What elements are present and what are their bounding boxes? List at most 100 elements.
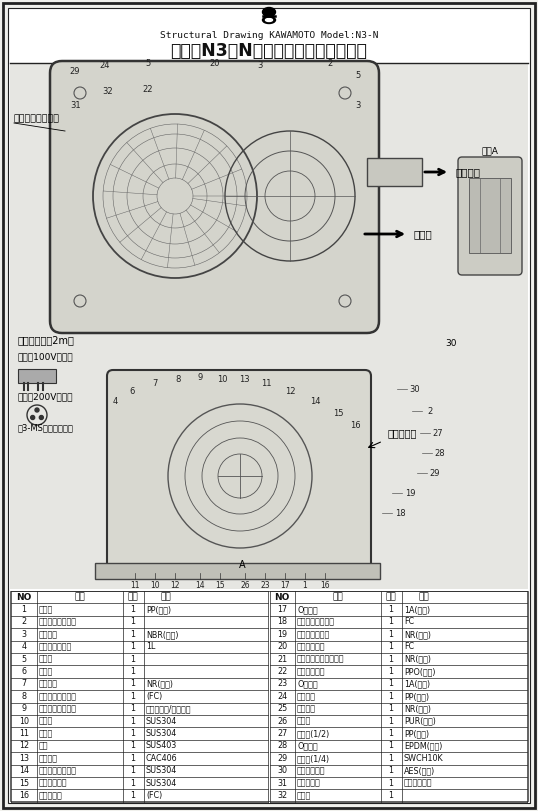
- Bar: [95, 563, 380, 579]
- Text: 数量: 数量: [128, 593, 138, 602]
- Text: 30: 30: [445, 339, 457, 348]
- Text: 1: 1: [388, 630, 393, 639]
- Text: アキュムレータ: アキュムレータ: [39, 642, 72, 651]
- Text: 1: 1: [388, 704, 393, 714]
- Text: Structural Drawing KAWAMOTO Model:N3-N: Structural Drawing KAWAMOTO Model:N3-N: [160, 32, 378, 41]
- Text: SUS304: SUS304: [146, 729, 177, 738]
- Text: 11: 11: [130, 581, 140, 590]
- Text: 13: 13: [19, 754, 29, 763]
- Text: 5: 5: [145, 58, 151, 67]
- Text: SUS304: SUS304: [146, 766, 177, 775]
- Text: 1: 1: [131, 617, 136, 627]
- Text: 1L: 1L: [146, 642, 155, 651]
- Text: NR(ゴム): NR(ゴム): [404, 654, 431, 663]
- Text: 1: 1: [302, 581, 307, 590]
- Text: ＜単相100V仕様＞: ＜単相100V仕様＞: [18, 352, 74, 361]
- Text: 1: 1: [131, 667, 136, 676]
- Circle shape: [35, 408, 39, 412]
- Ellipse shape: [263, 16, 275, 24]
- Text: Oリング: Oリング: [297, 741, 317, 750]
- Text: （吐出し口予備）: （吐出し口予備）: [14, 114, 60, 123]
- Text: 1: 1: [388, 617, 393, 627]
- Circle shape: [39, 415, 44, 419]
- Text: キー: キー: [39, 741, 48, 750]
- Text: 4: 4: [112, 397, 118, 406]
- Text: 1: 1: [388, 667, 393, 676]
- Text: 3: 3: [22, 630, 26, 639]
- Text: PUR(樹脂): PUR(樹脂): [404, 717, 436, 726]
- Text: 名称: 名称: [75, 593, 86, 602]
- Text: 10: 10: [19, 717, 29, 726]
- Text: PP(樹脂): PP(樹脂): [146, 605, 171, 614]
- Text: PP(樹脂): PP(樹脂): [404, 692, 429, 701]
- Text: キャップ: キャップ: [297, 692, 316, 701]
- Bar: [10, 591, 528, 801]
- Text: 11: 11: [19, 729, 29, 738]
- Text: PP(樹脂): PP(樹脂): [404, 729, 429, 738]
- Text: NBR(ゴム): NBR(ゴム): [146, 630, 179, 639]
- Text: 15: 15: [215, 581, 225, 590]
- Text: 28: 28: [435, 448, 445, 457]
- Text: 27: 27: [277, 729, 287, 738]
- Text: NR(ゴム): NR(ゴム): [146, 680, 173, 689]
- Text: 1: 1: [388, 791, 393, 800]
- Text: 30: 30: [410, 384, 420, 393]
- Text: 3: 3: [355, 101, 360, 110]
- Text: 1: 1: [131, 717, 136, 726]
- Text: FC: FC: [404, 642, 414, 651]
- Text: 6: 6: [129, 387, 134, 396]
- Text: 1: 1: [388, 729, 393, 738]
- Text: EPDM(ゴム): EPDM(ゴム): [404, 741, 442, 750]
- Text: 8: 8: [175, 375, 181, 384]
- Text: 25: 25: [277, 704, 287, 714]
- Text: 流量計: 流量計: [297, 717, 312, 726]
- Text: 11: 11: [261, 379, 271, 388]
- Text: 14: 14: [310, 397, 320, 406]
- Text: 15: 15: [332, 409, 343, 418]
- Text: 10: 10: [217, 375, 227, 384]
- Text: 20: 20: [210, 58, 220, 67]
- Text: (FC): (FC): [146, 791, 162, 800]
- Text: ポンプカバー: ポンプカバー: [297, 766, 325, 775]
- Text: 26: 26: [277, 717, 287, 726]
- Circle shape: [31, 415, 34, 419]
- Text: SUS403: SUS403: [146, 741, 177, 750]
- Text: 1: 1: [388, 741, 393, 750]
- Text: 電磁弁: 電磁弁: [39, 654, 53, 663]
- Text: 1: 1: [131, 630, 136, 639]
- Text: 29: 29: [430, 469, 440, 478]
- Text: 1: 1: [131, 779, 136, 787]
- Text: SUS304: SUS304: [146, 717, 177, 726]
- Text: 16: 16: [320, 581, 330, 590]
- Text: 1: 1: [131, 766, 136, 775]
- Text: 28: 28: [277, 741, 287, 750]
- Text: 1: 1: [131, 605, 136, 614]
- Text: 24: 24: [100, 61, 110, 70]
- Text: ひじフランジ: ひじフランジ: [297, 667, 325, 676]
- Text: 31: 31: [70, 101, 81, 109]
- Text: Oリング: Oリング: [297, 680, 317, 689]
- Text: NR(ゴム): NR(ゴム): [404, 630, 431, 639]
- Text: 3: 3: [257, 61, 263, 70]
- Text: ファインセンサー: ファインセンサー: [39, 617, 77, 627]
- Text: 1: 1: [131, 741, 136, 750]
- Text: 平座止めねじ: 平座止めねじ: [39, 779, 67, 787]
- Text: ストッパーリング: ストッパーリング: [39, 766, 77, 775]
- Text: 1A(ゴム): 1A(ゴム): [404, 605, 430, 614]
- Text: 16: 16: [19, 791, 29, 800]
- Text: 1: 1: [131, 642, 136, 651]
- Text: 29: 29: [277, 754, 287, 763]
- Text: 22: 22: [143, 84, 153, 93]
- Text: ＜三相200V仕様＞: ＜三相200V仕様＞: [18, 392, 74, 401]
- Text: ケーシング: ケーシング: [39, 791, 63, 800]
- Text: 単相電源のみ: 単相電源のみ: [404, 779, 433, 787]
- Text: 9: 9: [22, 704, 26, 714]
- Text: 2: 2: [427, 406, 433, 415]
- FancyBboxPatch shape: [458, 157, 522, 275]
- Text: 23: 23: [277, 680, 287, 689]
- Text: 9: 9: [197, 372, 203, 381]
- Text: 1: 1: [388, 717, 393, 726]
- Text: 12: 12: [170, 581, 180, 590]
- Text: 23: 23: [260, 581, 270, 590]
- Text: (FC): (FC): [146, 692, 162, 701]
